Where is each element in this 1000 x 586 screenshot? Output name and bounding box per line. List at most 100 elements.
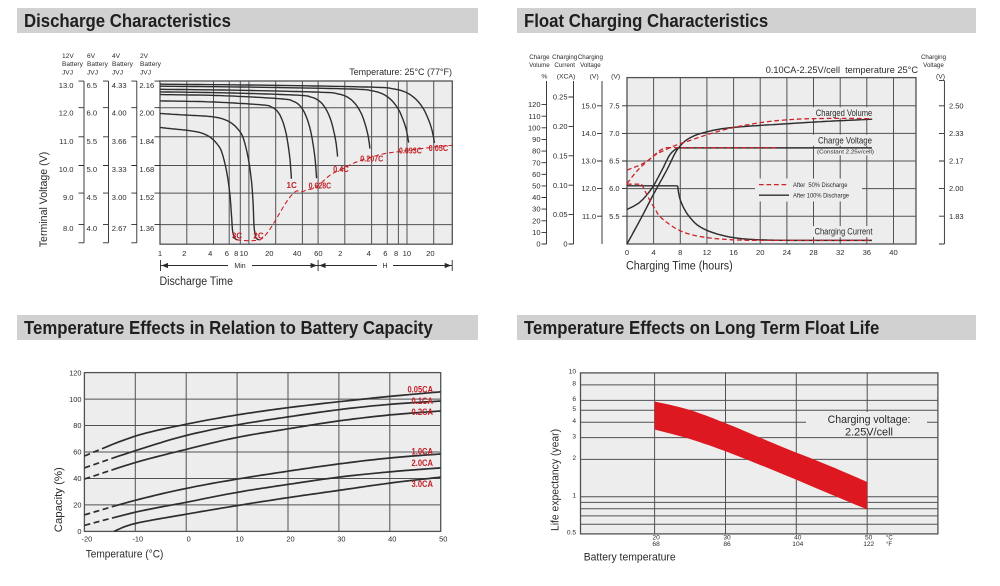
svg-text:20: 20 — [756, 248, 764, 257]
svg-text:0: 0 — [563, 240, 567, 249]
svg-text:JVJ: JVJ — [140, 69, 151, 76]
svg-text:JVJ: JVJ — [62, 69, 73, 76]
svg-text:Min: Min — [234, 263, 245, 270]
svg-text:Charged Volume: Charged Volume — [816, 108, 873, 118]
svg-text:0.20: 0.20 — [553, 122, 568, 131]
svg-text:1.83: 1.83 — [949, 212, 964, 221]
svg-text:20: 20 — [73, 501, 81, 510]
svg-text:-10: -10 — [132, 534, 143, 543]
svg-text:2C: 2C — [253, 230, 263, 240]
svg-text:80: 80 — [532, 147, 540, 156]
svg-text:3.66: 3.66 — [112, 137, 127, 146]
svg-text:40: 40 — [388, 534, 396, 543]
svg-text:8: 8 — [572, 381, 576, 388]
svg-text:32: 32 — [836, 248, 844, 257]
svg-text:0.15: 0.15 — [553, 151, 568, 160]
svg-text:2.25V/cell: 2.25V/cell — [845, 427, 893, 439]
svg-text:6.0: 6.0 — [87, 108, 98, 117]
svg-text:24: 24 — [783, 248, 791, 257]
svg-text:°C: °C — [886, 536, 893, 542]
svg-text:50: 50 — [865, 535, 873, 542]
svg-text:4.5: 4.5 — [87, 193, 98, 202]
svg-text:0.207C: 0.207C — [360, 153, 383, 163]
svg-text:2.17: 2.17 — [949, 157, 964, 166]
svg-text:JVJ: JVJ — [112, 69, 123, 76]
svg-text:°F: °F — [886, 542, 892, 548]
svg-text:0.05: 0.05 — [553, 210, 568, 219]
svg-text:4.00: 4.00 — [112, 108, 127, 117]
svg-text:0: 0 — [77, 527, 81, 536]
svg-text:30: 30 — [532, 205, 540, 214]
svg-text:4: 4 — [367, 249, 371, 258]
svg-text:40: 40 — [794, 535, 802, 542]
svg-text:7.0: 7.0 — [609, 129, 619, 138]
svg-text:30: 30 — [723, 535, 731, 542]
svg-text:2.16: 2.16 — [139, 81, 154, 90]
svg-text:Current: Current — [554, 62, 575, 69]
svg-text:Charging Current: Charging Current — [815, 227, 873, 237]
svg-text:0.628C: 0.628C — [309, 180, 332, 190]
svg-text:40: 40 — [532, 193, 540, 202]
svg-text:2V: 2V — [140, 53, 149, 60]
svg-text:0: 0 — [187, 534, 191, 543]
svg-text:28: 28 — [809, 248, 817, 257]
svg-text:8: 8 — [234, 249, 238, 258]
svg-text:6V: 6V — [87, 53, 96, 60]
svg-text:6.0: 6.0 — [609, 184, 619, 193]
svg-text:3C: 3C — [232, 230, 242, 240]
svg-text:0: 0 — [625, 248, 629, 257]
svg-text:0.1CA: 0.1CA — [412, 396, 434, 406]
svg-text:H: H — [382, 263, 387, 270]
svg-text:120: 120 — [528, 100, 541, 109]
svg-text:Volume: Volume — [529, 62, 550, 69]
svg-text:Charging: Charging — [552, 54, 578, 61]
svg-text:1.36: 1.36 — [139, 224, 154, 233]
svg-text:68: 68 — [652, 541, 660, 548]
svg-text:0.5: 0.5 — [567, 530, 576, 537]
svg-text:4.0: 4.0 — [87, 224, 98, 233]
svg-text:110: 110 — [529, 112, 541, 121]
svg-text:70: 70 — [532, 158, 540, 167]
svg-text:12.0: 12.0 — [581, 184, 596, 193]
svg-text:Charging: Charging — [578, 54, 604, 61]
svg-text:0.05CA: 0.05CA — [408, 385, 434, 395]
svg-text:Voltage: Voltage — [580, 62, 601, 69]
svg-text:Charging Time (hours): Charging Time (hours) — [626, 261, 733, 273]
svg-text:104: 104 — [792, 541, 803, 548]
svg-text:8: 8 — [678, 248, 682, 257]
svg-text:(V): (V) — [590, 73, 599, 80]
svg-text:10: 10 — [403, 249, 411, 258]
svg-text:10: 10 — [569, 369, 577, 376]
svg-text:40: 40 — [293, 249, 301, 258]
svg-text:Voltage: Voltage — [923, 62, 944, 69]
svg-text:After 50% Discharge: After 50% Discharge — [793, 182, 848, 189]
svg-text:60: 60 — [73, 448, 81, 457]
svg-text:120: 120 — [69, 368, 81, 377]
svg-text:1: 1 — [572, 492, 576, 499]
svg-text:8: 8 — [394, 249, 398, 258]
svg-text:5: 5 — [572, 406, 576, 413]
svg-text:0.4C: 0.4C — [333, 164, 349, 174]
svg-text:Discharge Time: Discharge Time — [160, 276, 234, 288]
svg-text:6.5: 6.5 — [87, 81, 98, 90]
svg-text:%: % — [541, 73, 547, 80]
svg-text:80: 80 — [73, 421, 81, 430]
svg-text:2: 2 — [182, 249, 186, 258]
svg-text:15.0: 15.0 — [581, 101, 596, 110]
svg-text:Battery: Battery — [87, 61, 109, 68]
svg-text:4: 4 — [208, 249, 212, 258]
svg-text:50: 50 — [532, 182, 540, 191]
svg-text:1: 1 — [158, 249, 162, 258]
svg-text:6: 6 — [225, 249, 229, 258]
svg-text:Charge Voltage: Charge Voltage — [818, 135, 872, 145]
svg-text:4.33: 4.33 — [112, 81, 127, 90]
svg-text:Charging: Charging — [921, 54, 947, 61]
svg-text:1C: 1C — [287, 180, 297, 190]
svg-text:0: 0 — [536, 240, 540, 249]
svg-text:6: 6 — [383, 249, 387, 258]
svg-text:10.0: 10.0 — [59, 165, 74, 174]
svg-text:Temperature: 25°C (77°F): Temperature: 25°C (77°F) — [349, 66, 452, 77]
svg-text:(V): (V) — [936, 73, 945, 80]
svg-text:20: 20 — [265, 249, 273, 258]
svg-text:100: 100 — [69, 395, 81, 404]
